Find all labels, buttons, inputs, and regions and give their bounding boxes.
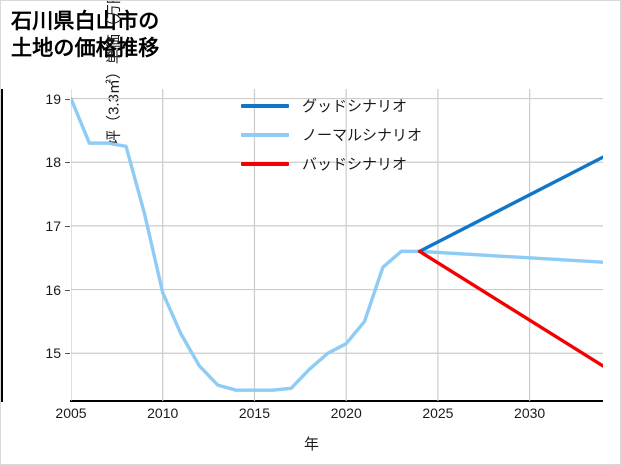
y-tick-label: 17 — [45, 217, 61, 234]
y-tick-mark — [65, 353, 70, 355]
y-tick-label: 19 — [45, 90, 61, 107]
legend-item[interactable]: グッドシナリオ — [241, 91, 451, 120]
legend-label: バッドシナリオ — [302, 156, 408, 173]
legend-color-swatch — [241, 161, 289, 166]
y-tick-label: 15 — [45, 345, 61, 362]
y-tick-mark — [65, 98, 70, 100]
page-title: 石川県白山市の 土地の価格推移 — [11, 10, 160, 60]
plot-area — [71, 89, 603, 401]
series-line — [71, 96, 603, 392]
y-tick-mark — [65, 225, 70, 227]
series-line — [417, 249, 603, 368]
legend-item[interactable]: ノーマルシナリオ — [241, 120, 451, 149]
legend-color-swatch — [241, 132, 289, 137]
legend-label: ノーマルシナリオ — [302, 127, 423, 144]
y-tick-label: 16 — [45, 281, 61, 298]
y-axis-spine — [1, 89, 3, 402]
x-tick-label: 2020 — [330, 405, 362, 421]
x-axis-spine — [70, 400, 603, 402]
legend-label: グッドシナリオ — [302, 98, 408, 115]
x-tick-label: 2005 — [55, 405, 87, 421]
series-lines — [71, 96, 603, 392]
x-tick-label: 2025 — [422, 405, 454, 421]
y-tick-mark — [65, 162, 70, 164]
y-tick-label: 18 — [45, 154, 61, 171]
chart-canvas — [71, 89, 603, 401]
x-tick-label: 2015 — [238, 405, 271, 421]
series-line — [417, 155, 603, 254]
y-tick-mark — [65, 289, 70, 291]
legend-color-swatch — [241, 103, 289, 108]
x-axis-label: 年 — [303, 436, 319, 453]
legend-item[interactable]: バッドシナリオ — [241, 149, 451, 178]
chart-legend: グッドシナリオ ノーマルシナリオ バッドシナリオ — [241, 91, 451, 178]
gridlines — [71, 89, 603, 401]
x-tick-label: 2010 — [147, 405, 179, 421]
x-tick-label: 2030 — [514, 405, 546, 421]
